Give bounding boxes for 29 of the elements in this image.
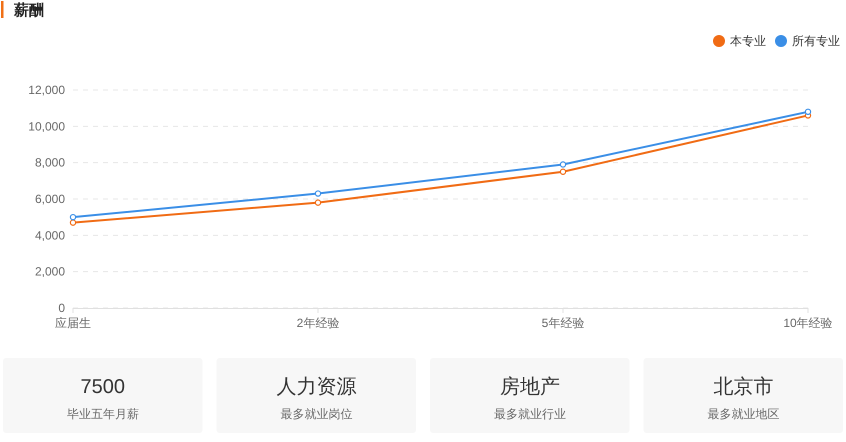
point bbox=[560, 168, 566, 175]
y-tick-label: 4,000 bbox=[34, 228, 66, 242]
y-tick-label: 12,000 bbox=[28, 83, 66, 97]
text: 最多就业行业 bbox=[494, 407, 566, 421]
text: 最多就业岗位 bbox=[280, 407, 352, 421]
y-tick-label: 10,000 bbox=[28, 119, 66, 134]
point bbox=[314, 190, 322, 197]
x-tick-label: 5年经验 bbox=[542, 316, 584, 330]
point bbox=[70, 214, 76, 220]
x-tick-label: 2年经验 bbox=[296, 316, 340, 330]
text: 7500 bbox=[80, 376, 125, 398]
legend-label: 所有专业 bbox=[792, 34, 840, 48]
text: 房地产 bbox=[500, 376, 560, 398]
y-tick-label: 6,000 bbox=[34, 192, 66, 206]
chart-title: 薪酬 bbox=[13, 2, 44, 19]
y-tick-label: 8,000 bbox=[34, 156, 66, 170]
point bbox=[70, 219, 76, 226]
text: 毕业五年月薪 bbox=[66, 407, 139, 421]
text: 人力资源 bbox=[276, 376, 356, 398]
text: 最多就业地区 bbox=[707, 407, 780, 421]
x-tick-label: 10年经验 bbox=[783, 316, 833, 330]
y-tick-label: 0 bbox=[58, 301, 66, 315]
point bbox=[804, 108, 812, 115]
legend-label: 本专业 bbox=[730, 34, 766, 48]
text: 北京市 bbox=[713, 376, 774, 398]
x-tick-label: 应届生 bbox=[55, 316, 91, 330]
point bbox=[560, 161, 566, 168]
y-tick-label: 2,000 bbox=[34, 264, 66, 279]
point bbox=[314, 199, 322, 206]
